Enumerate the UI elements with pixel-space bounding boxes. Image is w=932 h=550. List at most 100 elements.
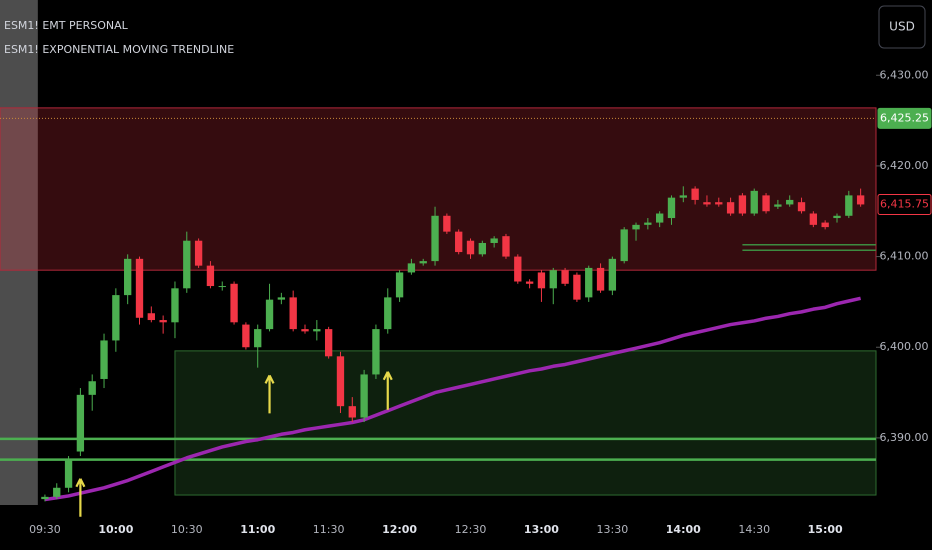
y-tick-label: 6,430.00 [880,68,929,81]
candle-body [135,258,144,318]
candle-body [313,329,321,332]
indicator-subtitle: ESM1! EXPONENTIAL MOVING TRENDLINE [4,43,234,56]
candle-body [159,320,167,323]
candle-body [360,374,368,418]
candle-body [242,324,250,348]
x-tick-label: 10:30 [171,523,203,536]
price-label-box [877,107,932,129]
candle-body [845,195,853,216]
candle-body [691,188,699,200]
candle-body [774,204,782,207]
candle-body [478,242,486,255]
y-tick-label: 6,400.00 [880,340,929,353]
x-tick-label: 12:00 [382,523,417,536]
price-label: 6,415.75 [880,197,929,210]
price-label: 6,425.25 [880,111,929,124]
candle-body [856,195,865,205]
candle-body [431,215,439,262]
candle-body [100,340,108,379]
candle-body [372,329,380,375]
candle-body [608,258,617,291]
x-tick-label: 13:30 [597,523,629,536]
candle-body [738,195,747,214]
y-tick-label: 6,420.00 [880,159,929,172]
candle-body [715,202,723,205]
x-tick-label: 13:00 [524,523,559,536]
candle-body [384,297,392,330]
candle-body [455,231,463,253]
candle-body [786,199,794,205]
candle-body [537,272,546,289]
y-tick-label: 6,390.00 [880,431,929,444]
candle-body [573,274,581,300]
x-tick-label: 11:00 [240,523,275,536]
indicator-title: ESM1! EMT PERSONAL [4,19,129,32]
candle-body [632,224,640,230]
candle-body [833,215,841,219]
x-tick-label: 11:30 [313,523,345,536]
candle-body [762,195,770,212]
candle-body [490,238,498,243]
candle-body [667,197,676,219]
candle-body [88,381,96,395]
currency-button[interactable] [878,5,926,49]
candle-body [525,281,534,284]
candle-body [809,213,818,225]
candle-body [443,215,451,232]
candle-body [348,406,356,418]
candle-body [596,267,605,291]
x-tick-label: 12:30 [455,523,487,536]
y-tick-label: 6,410.00 [880,250,929,263]
candle-body [218,286,226,288]
candle-body [419,261,427,264]
candle-body [644,222,652,225]
candle-body [324,329,333,357]
x-tick-label: 14:30 [738,523,770,536]
up-arrow [75,478,86,517]
candle-body [585,267,593,298]
candle-body [76,394,85,452]
premarket-shade [0,0,38,505]
x-tick-label: 14:00 [666,523,701,536]
currency-label[interactable]: USD [889,20,915,34]
candle-body [750,190,758,214]
plot-area [0,0,877,517]
candle-body [230,283,238,323]
candle-body [549,270,557,289]
candle-body [147,313,155,321]
up-arrow [382,371,393,410]
candle-body [277,297,286,300]
x-tick-label: 15:00 [808,523,843,536]
candle-body [301,329,309,332]
candle-body [620,229,628,262]
candle-body [703,202,711,205]
candle-body [265,299,274,330]
candle-body [679,195,687,198]
candle-body [797,202,806,212]
candle-body [502,236,510,257]
candle-body [206,265,215,287]
candle-body [821,222,829,228]
up-arrow [264,374,275,414]
candle-body [395,272,404,298]
candle-body [655,213,664,223]
candle-body [194,240,203,266]
candle-body [289,297,297,330]
ema-line [44,296,862,502]
price-label-box [877,193,932,215]
candle-body [466,240,475,255]
candle-body [561,270,569,284]
x-tick-label: 10:00 [98,523,133,536]
candle-body [112,295,120,341]
x-tick-label: 09:30 [29,523,61,536]
candle-body [53,487,61,497]
zone [174,350,877,496]
candle-body [514,256,522,282]
candle-body [254,329,262,348]
candle-body [407,263,416,273]
candle-body [41,496,49,500]
candle-body [336,356,345,407]
candle-body [183,240,191,289]
